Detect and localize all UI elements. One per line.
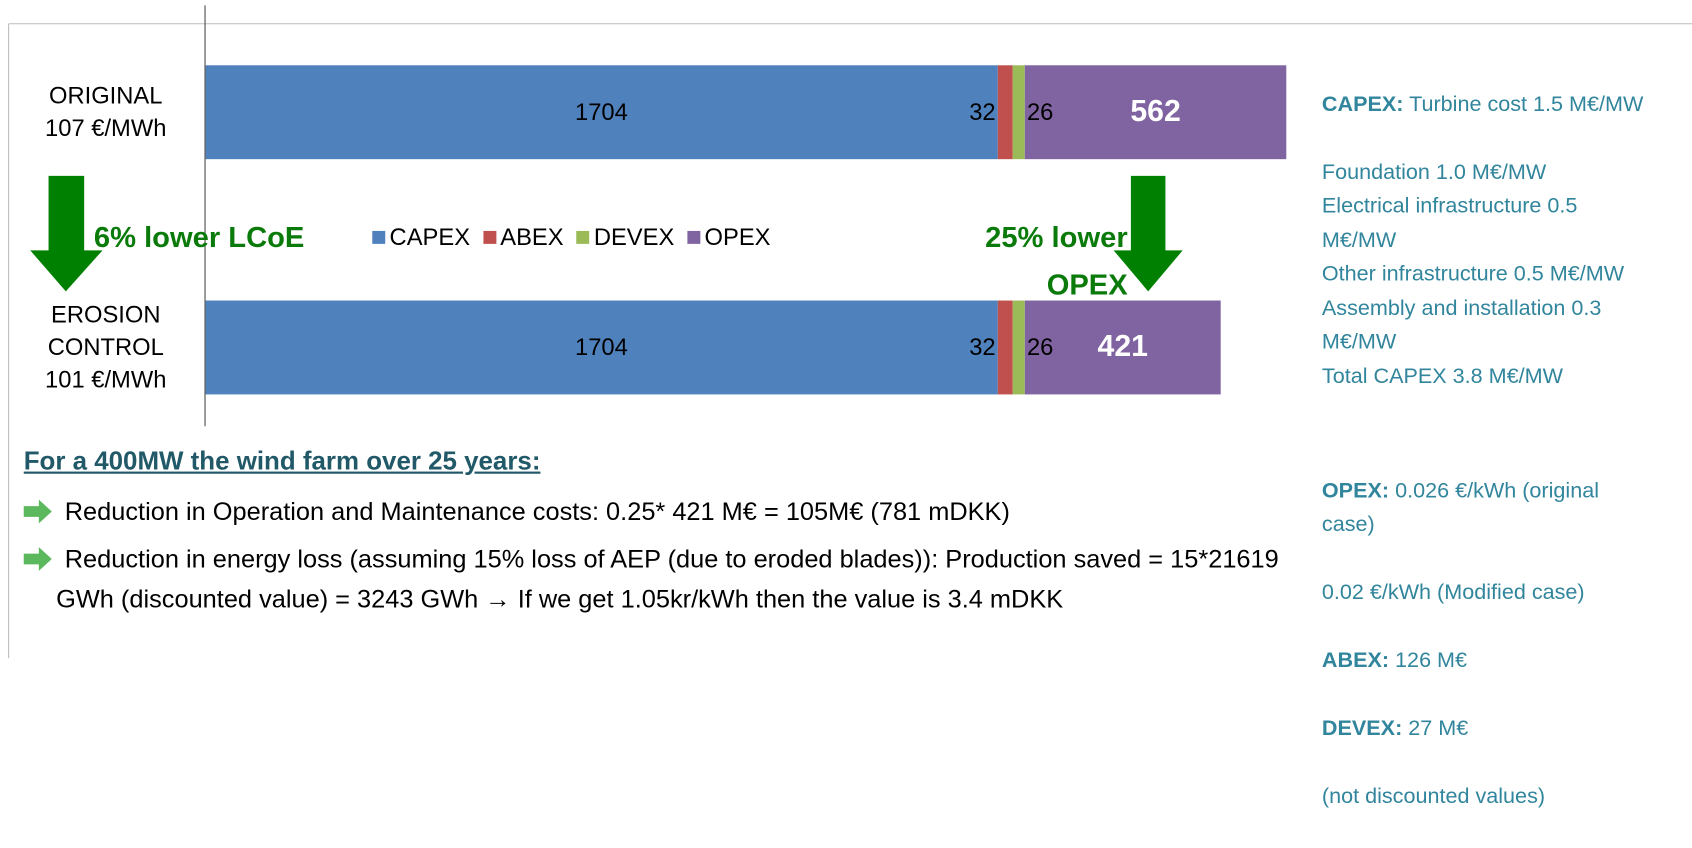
opex-line: OPEX: 0.026 €/kWh (original case) [1322,474,1657,542]
legend-label: DEVEX [593,223,675,251]
data-label: 1704 [574,333,628,361]
legend-label: ABEX [500,223,564,251]
legend-swatch [687,230,701,244]
legend-item: DEVEX [576,223,675,251]
chart [8,5,1692,659]
data-label: 32 [969,333,996,361]
opex-text: 0.026 €/kWh (original case) [1321,478,1600,537]
annotation: 6% lower LCoE [93,221,305,254]
bar-segment [997,300,1013,395]
devex-label: DEVEX: [1321,716,1403,741]
legend-swatch [576,230,590,244]
data-label: 1704 [574,98,628,126]
data-label: 26 [1026,333,1054,361]
capex-text: Turbine cost 1.5 M€/MW [1409,92,1644,117]
capex-label: CAPEX: [1321,92,1404,117]
data-label: 421 [1097,329,1148,363]
legend: CAPEX ABEX DEVEX OPEX [372,223,771,251]
legend-item: CAPEX [372,223,470,251]
bar-segment [1024,65,1287,160]
capex-line: CAPEX: Turbine cost 1.5 M€/MW [1322,88,1657,122]
bar-segment [205,300,998,395]
page: 6% lower LCoE 25% lower OPEX CAPEX ABEX DE… [8,5,1692,809]
slide: 6% lower LCoE 25% lower OPEX CAPEX ABEX DE… [8,5,1692,808]
capex-line: Foundation 1.0 M€/MW [1321,160,1547,184]
bar-segment [1012,65,1025,160]
legend-swatch [482,230,496,244]
capex-rest: Foundation 1.0 M€/MW Electrical infrastru… [1322,156,1657,394]
notes-heading: For a 400MW the wind farm over 25 years: [23,446,541,476]
capex-line: Other infrastructure 0.5 M€/MW [1321,262,1625,286]
bar-segment [1024,300,1221,395]
legend-swatch [372,230,386,244]
legend-label: OPEX [704,223,771,251]
bar-segment [205,65,998,160]
footnote: (not discounted values) [1321,784,1546,809]
bars [205,65,1287,395]
bullet: Reduction in Operation and Maintenance c… [64,497,1010,526]
legend-item: OPEX [687,223,771,251]
other-notes: OPEX: 0.026 €/kWh (original case) 0.02 €… [1322,440,1657,848]
category-label: EROSION CONTROL 101 €/MWh [45,301,167,393]
data-label: 26 [1026,98,1054,126]
opex-label: OPEX: [1321,478,1390,503]
down-arrow [1113,175,1183,292]
abex-text: 126 M€ [1395,648,1468,673]
bar-segment [997,65,1013,160]
data-label: 562 [1130,93,1181,128]
abex-line: ABEX: 126 M€ [1322,644,1657,678]
devex-line: DEVEX: 27 M€ [1322,712,1657,746]
down-arrow [30,175,103,292]
capex-notes: CAPEX: Turbine cost 1.5 M€/MW Foundation… [1322,54,1657,428]
bullet-arrow [23,499,52,524]
capex-line: Total CAPEX 3.8 M€/MW [1321,364,1563,388]
legend-label: CAPEX [389,223,471,251]
opex-line: 0.02 €/kWh (Modified case) [1321,580,1585,605]
bullet: Reduction in energy loss (assuming 15% l… [56,544,1279,613]
data-label: 32 [969,98,996,126]
capex-line: Electrical infrastructure 0.5 M€/MW [1321,194,1578,252]
abex-label: ABEX: [1321,648,1390,673]
bar-segment [1012,300,1025,395]
category-label: ORIGINAL 107 €/MWh [45,82,167,142]
annotation: 25% lower OPEX [985,221,1128,302]
devex-text: 27 M€ [1408,716,1469,741]
capex-line: Assembly and installation 0.3 M€/MW [1321,296,1602,354]
bullet-arrow [23,547,52,571]
legend-item: ABEX [482,223,564,251]
